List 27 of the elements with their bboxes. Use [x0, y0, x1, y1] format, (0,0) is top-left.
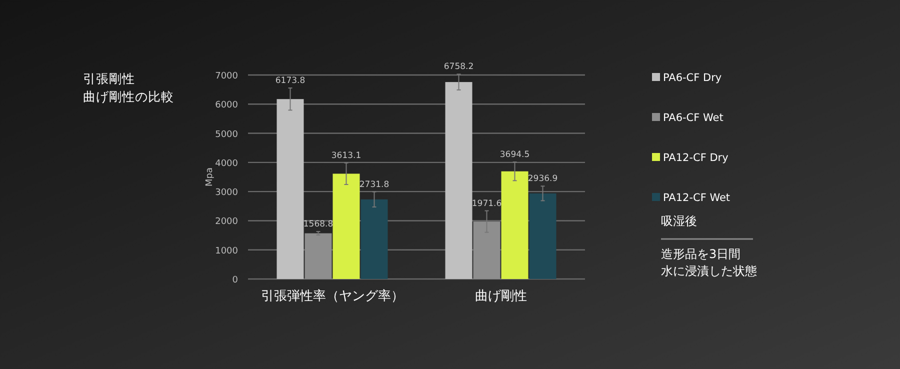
data-label: 6173.8 [275, 76, 306, 86]
data-label: 6758.2 [444, 62, 474, 72]
y-axis-title: Mpa [205, 168, 215, 186]
data-label: 2936.9 [528, 174, 558, 184]
text: 曲げ剛性の比較 [83, 89, 174, 104]
y-tick-label: 4000 [215, 158, 238, 169]
legend-label: PA6-CF Dry [663, 72, 722, 84]
y-tick-label: 3000 [215, 188, 238, 198]
y-tick-label: 1000 [215, 246, 238, 256]
legend-label: PA12-CF Wet [663, 192, 730, 204]
x-tick-label: 曲げ剛性 [474, 289, 527, 304]
y-tick-label: 2000 [215, 217, 238, 228]
y-tick-label: 7000 [215, 72, 238, 82]
legend-label: PA12-CF Dry [663, 152, 728, 164]
text: 吸湿後 [661, 214, 697, 228]
data-label: 3613.1 [331, 150, 362, 161]
data-label: 1568.8 [303, 220, 334, 230]
data-label: 2731.8 [359, 180, 390, 190]
y-tick-label: 6000 [215, 100, 238, 111]
x-tick-label: 引張弾性率（ヤング率） [260, 288, 404, 304]
legend-label: PA6-CF Wet [663, 112, 724, 124]
data-label: 3694.5 [500, 150, 530, 160]
text: 造形品を3日間 [661, 247, 741, 261]
y-tick-label: 0 [232, 276, 238, 286]
text: 水に浸漬した状態 [661, 264, 757, 278]
text: 引張剛性 [83, 71, 135, 86]
y-tick-label: 5000 [215, 130, 238, 140]
